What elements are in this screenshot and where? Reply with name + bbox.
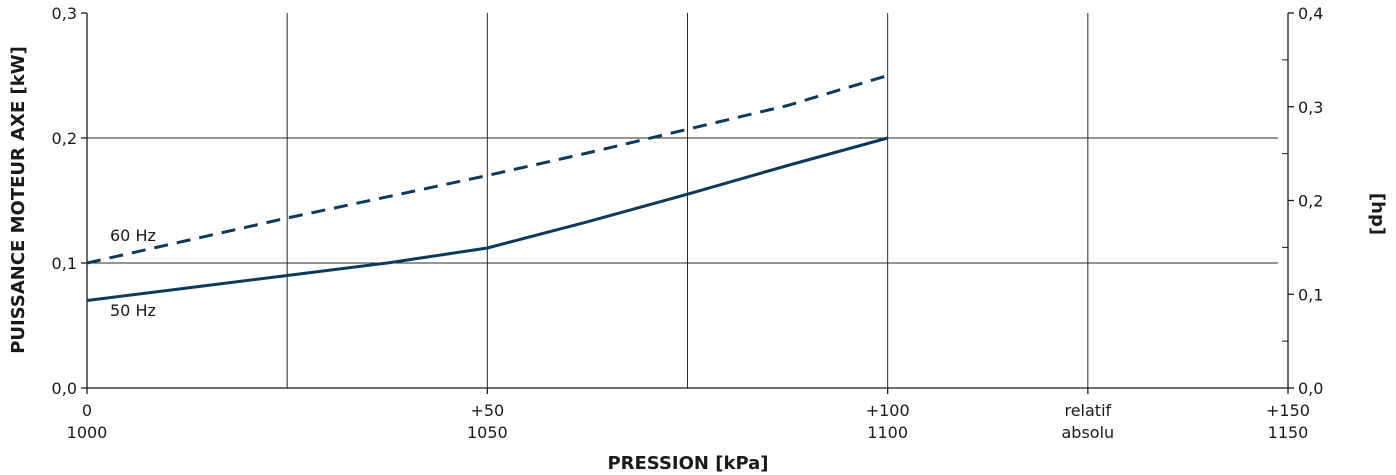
y-left-tick-label: 0,3 [52, 4, 77, 23]
x-tick-label-absolute: absolu [1061, 423, 1114, 442]
series-lines [86, 74, 889, 302]
x-tick-label-relative: +100 [866, 401, 910, 420]
y-right-tick-label: 0,1 [1298, 285, 1323, 304]
y-axis-title-right: [hp] [1367, 193, 1388, 235]
x-axis-title: PRESSION [kPa] [607, 453, 768, 474]
x-tick-label-absolute: 1050 [467, 423, 508, 442]
series-line-50hz [86, 136, 889, 302]
series-label-50hz: 50 Hz [110, 301, 156, 320]
y-right-tick-label: 0,0 [1298, 379, 1323, 398]
y-right-tick-label: 0,4 [1298, 4, 1323, 23]
y-right-tick-label: 0,2 [1298, 192, 1323, 211]
x-tick-label-relative: 0 [82, 401, 92, 420]
y-left-tick-label: 0,1 [52, 254, 77, 273]
plot-frame [81, 12, 1294, 394]
tick-labels: 0,0 0,1 0,2 0,3 0,0 0,1 0,2 0,3 0,4 0 1000 +50 1050 +… [52, 4, 1324, 442]
y-axis-title-left: PUISSANCE MOTEUR AXE [kW] [8, 46, 29, 354]
series-label-60hz: 60 Hz [110, 226, 156, 245]
y-left-tick-label: 0,0 [52, 379, 77, 398]
y-left-tick-label: 0,2 [52, 129, 77, 148]
x-tick-label-absolute: 1150 [1268, 423, 1309, 442]
grid [87, 13, 1278, 388]
x-tick-label-absolute: 1100 [867, 423, 908, 442]
x-tick-label-relative: +150 [1266, 401, 1310, 420]
x-tick-label-relative: relatif [1064, 401, 1111, 420]
x-tick-label-relative: +50 [470, 401, 504, 420]
y-right-tick-label: 0,3 [1298, 98, 1323, 117]
x-tick-label-absolute: 1000 [67, 423, 108, 442]
